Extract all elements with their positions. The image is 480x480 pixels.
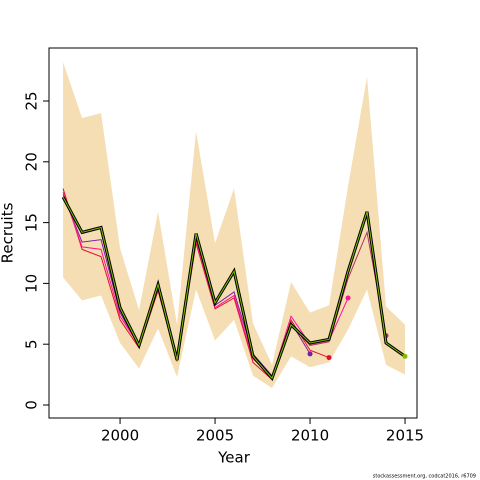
x-tick-label: 2005	[196, 427, 234, 445]
y-axis-label: Recruits	[0, 202, 17, 263]
series-line	[62, 192, 349, 378]
y-tick-label: 10	[23, 274, 41, 293]
y-tick-label: 20	[23, 152, 41, 171]
x-axis-label: Year	[217, 449, 251, 467]
x-tick-label: 2015	[386, 427, 424, 445]
x-tick-label: 2000	[101, 427, 139, 445]
confidence-band	[63, 62, 406, 388]
end-point	[326, 355, 332, 361]
plot-frame	[48, 47, 418, 419]
end-point	[402, 353, 408, 359]
x-tick-label: 2010	[291, 427, 329, 445]
y-tick-label: 15	[23, 213, 41, 232]
series-line-highlight	[62, 196, 406, 380]
end-point	[345, 295, 351, 301]
y-tick-label: 5	[23, 339, 41, 349]
y-tick-label: 0	[23, 400, 41, 410]
footer: stockassessment.org, codcat2016, r6709	[373, 474, 476, 480]
y-tick-label: 25	[23, 91, 41, 110]
end-point	[307, 351, 313, 357]
